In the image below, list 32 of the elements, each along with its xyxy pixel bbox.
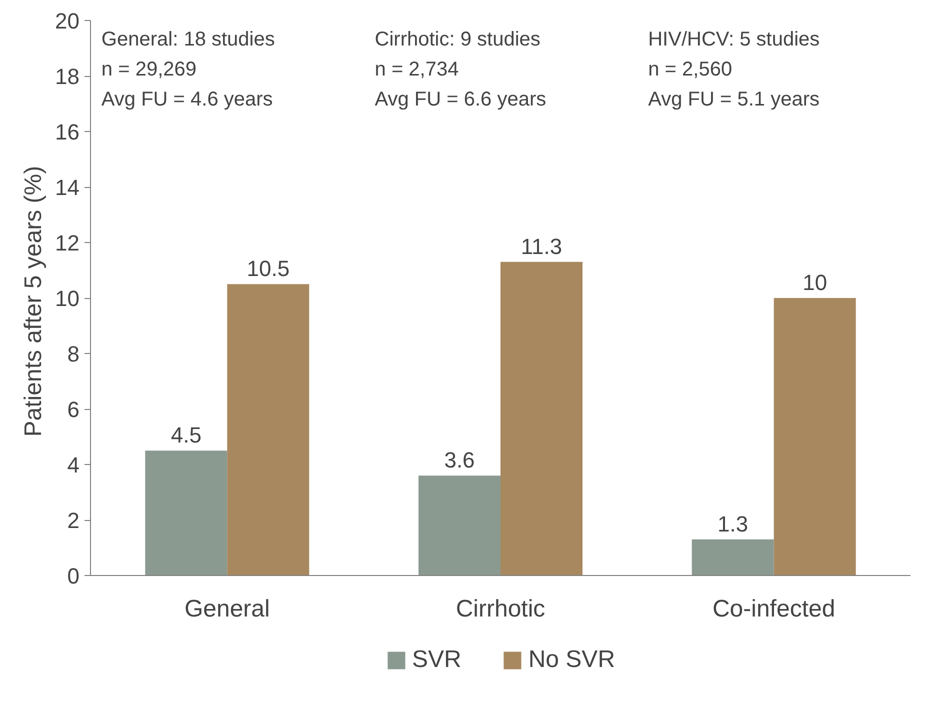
data-label: 4.5 xyxy=(170,422,202,448)
data-label: 11.3 xyxy=(520,234,562,259)
y-tick-label: 20 xyxy=(55,8,80,34)
legend-label: No SVR xyxy=(528,646,616,674)
bar xyxy=(227,284,310,576)
y-tick-label: 0 xyxy=(67,564,80,588)
bar xyxy=(145,450,228,576)
annotation: Cirrhotic: 9 studies n = 2,734 Avg FU = 6.6 years xyxy=(374,28,546,110)
data-label: 1.3 xyxy=(718,511,748,536)
y-tick-label: 2 xyxy=(67,508,80,533)
y-tick-label: 4 xyxy=(67,452,80,478)
x-tick-label: Co-infected xyxy=(712,596,836,622)
data-label: 3.6 xyxy=(444,448,475,473)
bar xyxy=(692,539,774,576)
y-tick-label: 18 xyxy=(55,64,80,89)
x-tick-label: General xyxy=(184,596,270,622)
y-tick-label: 10 xyxy=(55,286,80,311)
y-tick-label: 16 xyxy=(55,120,80,144)
annotation: HIV/HCV: 5 studies n = 2,560 Avg FU = 5.1 years xyxy=(648,28,820,110)
bar xyxy=(774,298,856,576)
y-tick-label: 6 xyxy=(67,397,80,422)
bar xyxy=(418,476,500,576)
data-label: 10 xyxy=(802,270,828,295)
y-axis-title: Patients after 5 years (%) xyxy=(20,166,48,437)
y-tick-label: 8 xyxy=(67,342,80,366)
y-tick-label: 12 xyxy=(55,230,80,256)
bar xyxy=(500,262,582,576)
data-label: 10.5 xyxy=(246,256,290,282)
legend-label: SVR xyxy=(412,646,462,674)
y-tick-label: 14 xyxy=(55,175,80,200)
annotation: General: 18 studies n = 29,269 Avg FU = 4.6 years xyxy=(101,28,275,110)
x-tick-label: Cirrhotic xyxy=(456,596,546,622)
